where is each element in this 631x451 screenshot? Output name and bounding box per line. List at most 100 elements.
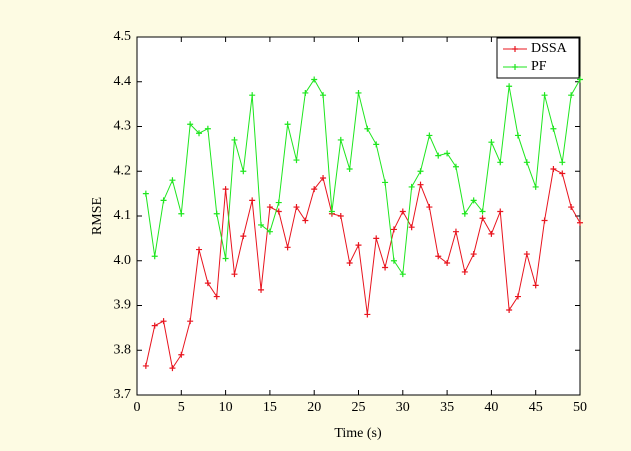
point-marker xyxy=(373,141,380,148)
point-marker xyxy=(399,271,406,278)
y-tick-label: 3.9 xyxy=(114,298,132,313)
series-line xyxy=(145,78,581,276)
point-marker xyxy=(196,246,203,253)
point-marker xyxy=(328,208,335,215)
point-marker xyxy=(187,121,194,128)
point-marker xyxy=(550,166,557,173)
point-marker xyxy=(461,268,468,275)
point-marker xyxy=(382,264,389,271)
point-marker xyxy=(151,253,158,260)
point-marker xyxy=(231,136,238,143)
point-marker xyxy=(577,76,583,83)
point-marker xyxy=(390,226,397,233)
point-marker xyxy=(320,174,327,181)
x-tick-label: 30 xyxy=(396,400,410,415)
point-marker xyxy=(461,210,468,217)
x-tick-label: 40 xyxy=(484,400,498,415)
point-marker xyxy=(213,293,220,300)
point-marker xyxy=(488,230,495,237)
y-tick-label: 3.8 xyxy=(114,342,132,357)
point-marker xyxy=(408,224,415,231)
point-marker xyxy=(231,271,238,278)
point-marker xyxy=(426,132,433,139)
point-marker xyxy=(293,204,300,211)
point-marker xyxy=(355,89,362,96)
point-marker xyxy=(275,208,282,215)
point-marker xyxy=(204,280,211,287)
point-marker xyxy=(541,217,548,224)
point-marker xyxy=(541,92,548,99)
point-marker xyxy=(302,89,309,96)
x-tick-label: 25 xyxy=(352,400,366,415)
point-marker xyxy=(444,150,451,157)
point-marker xyxy=(142,362,149,369)
point-marker xyxy=(444,259,451,266)
x-tick-label: 50 xyxy=(573,400,587,415)
point-marker xyxy=(523,251,530,258)
x-tick-label: 15 xyxy=(263,400,277,415)
point-marker xyxy=(470,251,477,258)
point-marker xyxy=(258,286,265,293)
point-marker xyxy=(337,136,344,143)
point-marker xyxy=(568,92,575,99)
point-marker xyxy=(355,242,362,249)
point-marker xyxy=(452,228,459,235)
legend-marker xyxy=(512,64,518,70)
point-marker xyxy=(364,311,371,318)
point-marker xyxy=(559,159,566,166)
point-marker xyxy=(249,92,256,99)
point-marker xyxy=(240,233,247,240)
point-marker xyxy=(284,121,291,128)
legend-label: DSSA xyxy=(531,41,568,56)
point-marker xyxy=(187,318,194,325)
point-marker xyxy=(346,259,353,266)
x-axis-label: Time (s) xyxy=(334,426,382,441)
point-marker xyxy=(151,322,158,329)
x-tick-label: 45 xyxy=(529,400,543,415)
point-marker xyxy=(160,318,167,325)
y-tick-label: 4.1 xyxy=(114,208,132,223)
point-marker xyxy=(213,210,220,217)
point-marker xyxy=(417,168,424,175)
legend-box xyxy=(496,37,580,79)
x-tick-label: 20 xyxy=(307,400,321,415)
point-marker xyxy=(169,365,176,372)
point-marker xyxy=(293,157,300,164)
point-marker xyxy=(514,293,521,300)
point-marker xyxy=(266,204,273,211)
point-marker xyxy=(435,253,442,260)
point-marker xyxy=(266,228,273,235)
point-marker xyxy=(577,219,583,226)
point-marker xyxy=(550,125,557,132)
point-marker xyxy=(160,197,167,204)
point-marker xyxy=(178,210,185,217)
legend-marker xyxy=(512,46,518,52)
point-marker xyxy=(506,83,513,90)
point-marker xyxy=(488,139,495,146)
point-marker xyxy=(178,351,185,358)
point-marker xyxy=(479,215,486,222)
point-marker xyxy=(382,179,389,186)
point-marker xyxy=(514,132,521,139)
point-marker xyxy=(346,166,353,173)
point-marker xyxy=(452,163,459,170)
x-tick-label: 5 xyxy=(178,400,185,415)
y-tick-label: 4.0 xyxy=(114,253,132,268)
point-marker xyxy=(249,197,256,204)
y-tick-label: 4.3 xyxy=(114,119,132,134)
point-marker xyxy=(399,208,406,215)
point-marker xyxy=(258,221,265,228)
legend-label: PF xyxy=(531,59,547,74)
point-marker xyxy=(222,255,229,262)
point-marker xyxy=(532,183,539,190)
point-marker xyxy=(559,170,566,177)
y-tick-label: 4.4 xyxy=(114,74,132,89)
point-marker xyxy=(320,92,327,99)
point-marker xyxy=(390,257,397,264)
point-marker xyxy=(196,130,203,137)
point-marker xyxy=(364,125,371,132)
x-tick-label: 10 xyxy=(219,400,233,415)
point-marker xyxy=(532,282,539,289)
